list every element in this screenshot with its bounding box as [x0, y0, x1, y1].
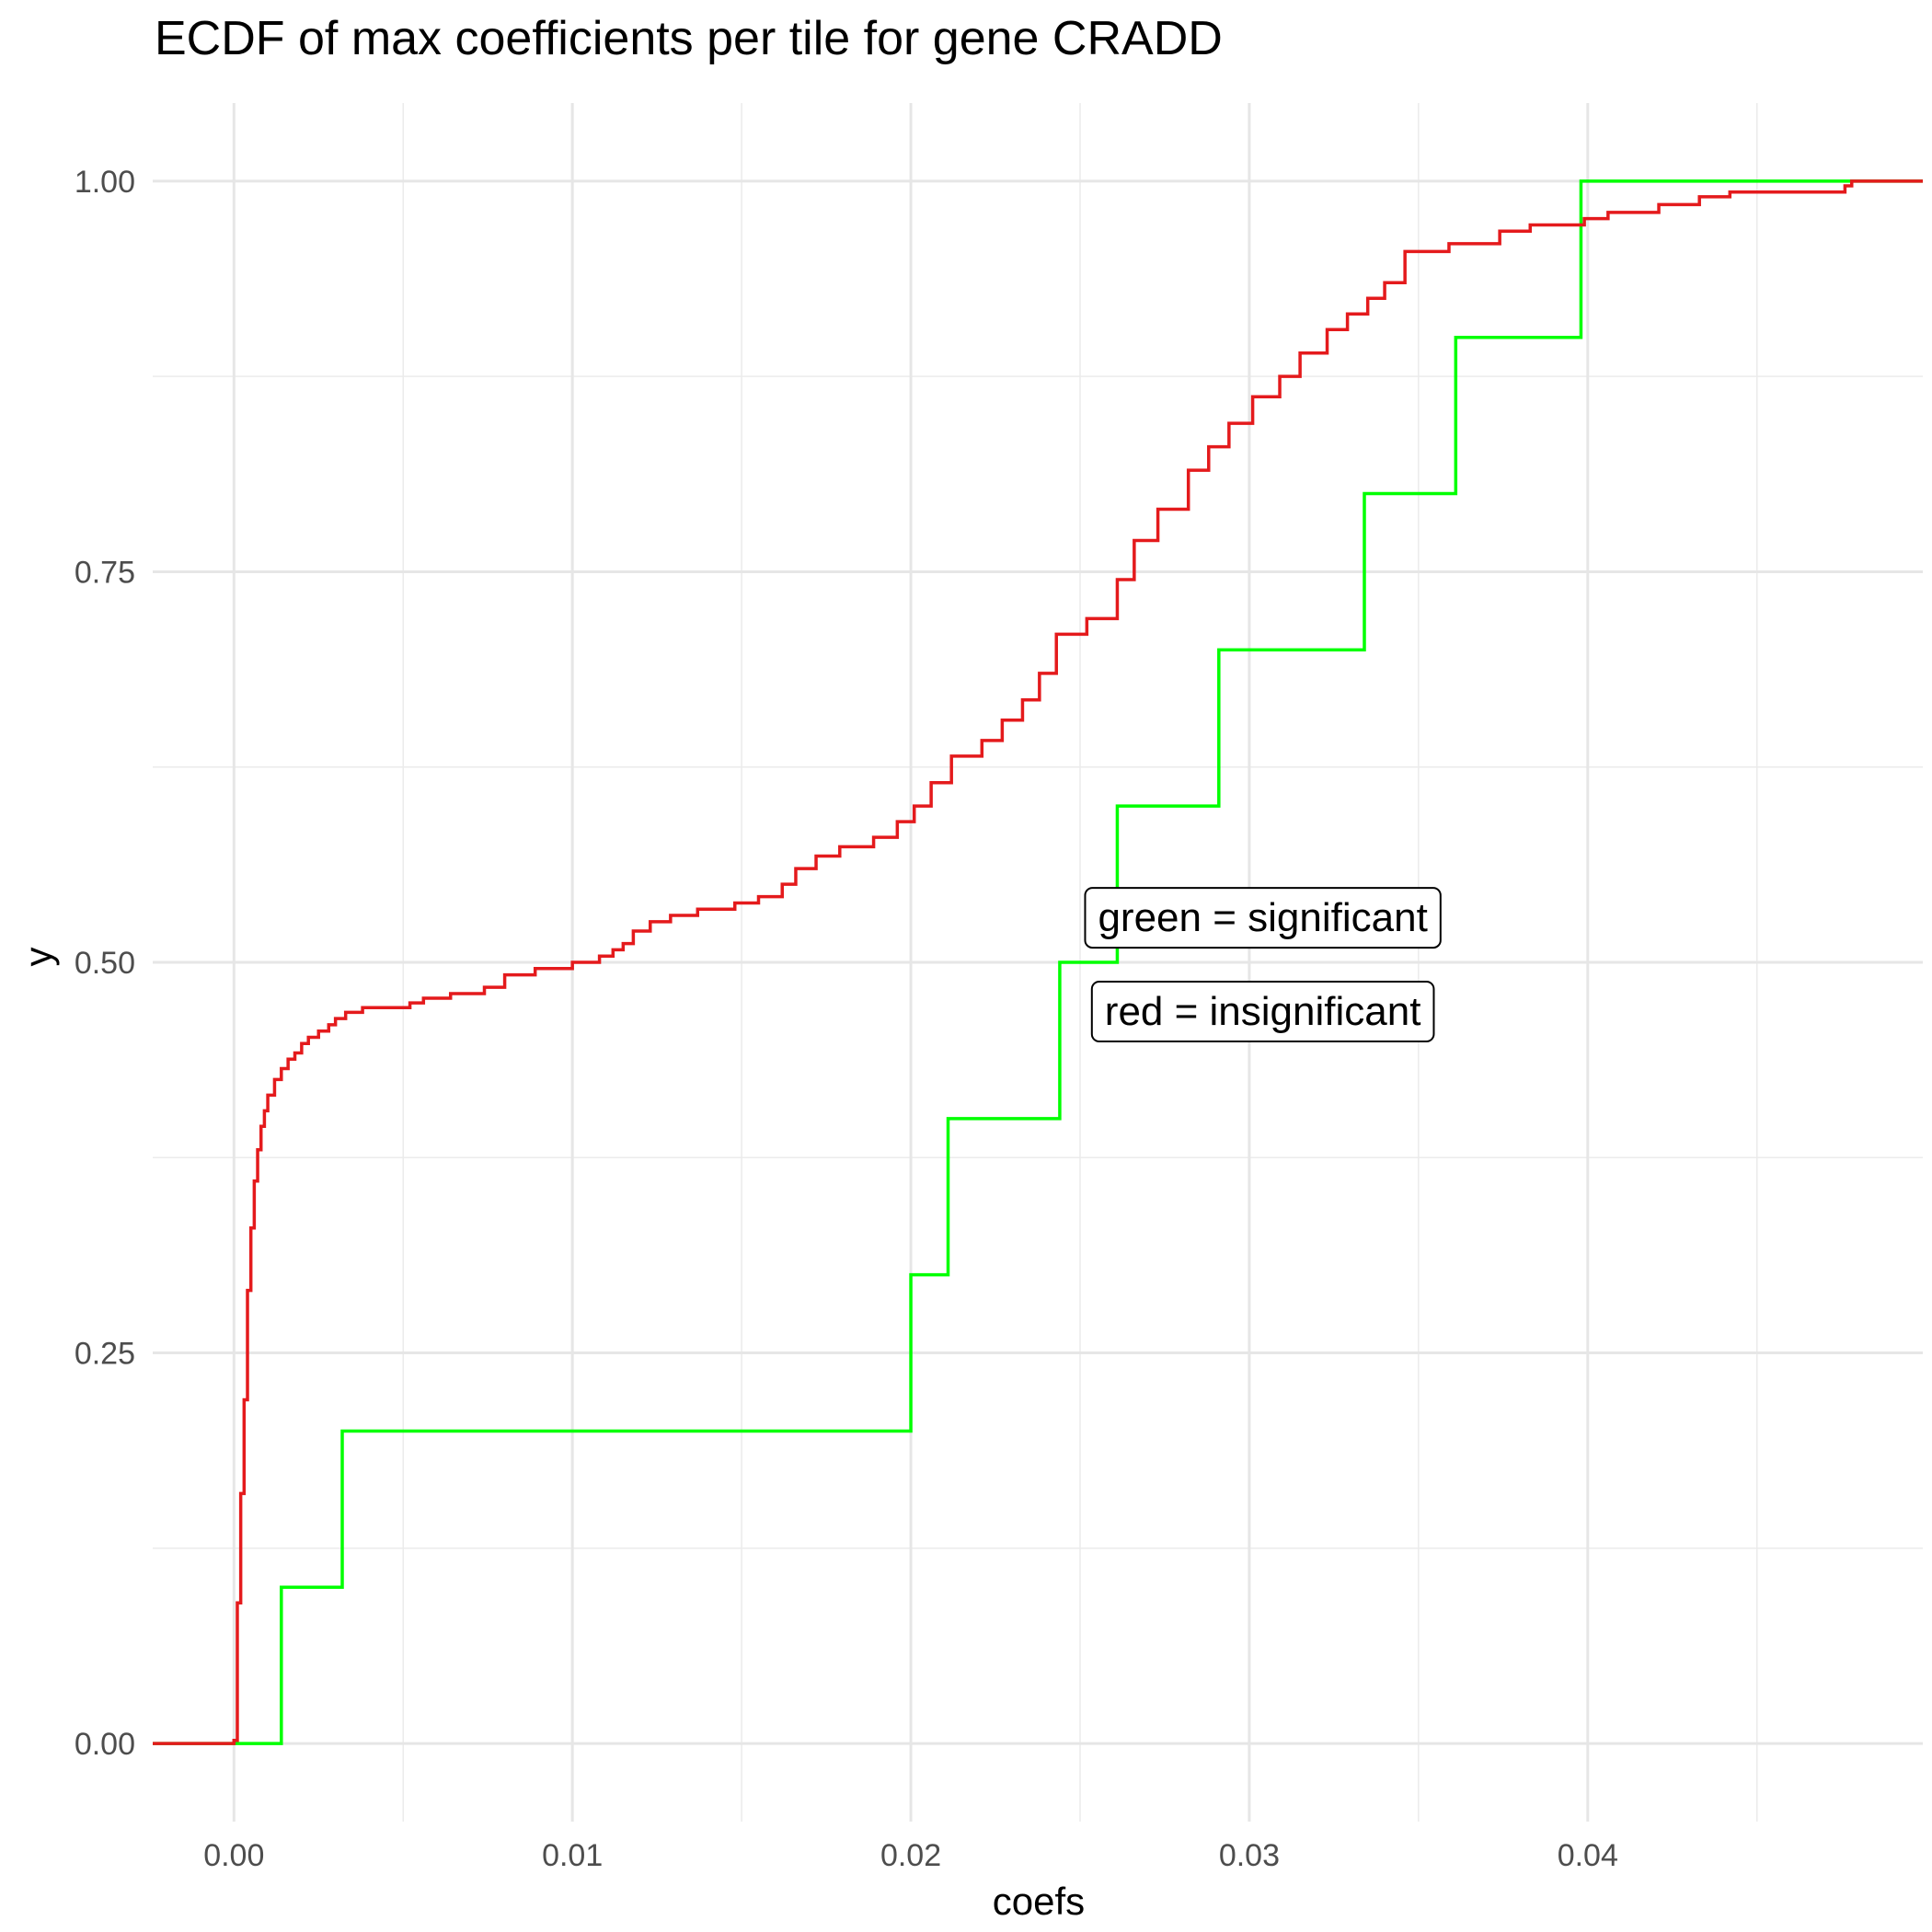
y-tick-label: 0.00: [75, 1727, 135, 1762]
annotation-text: green = significant: [1098, 895, 1427, 940]
annotations: green = significant red = insignificant: [1085, 888, 1440, 1041]
x-axis-title: coefs: [993, 1880, 1085, 1923]
y-tick-label: 0.50: [75, 946, 135, 981]
x-tick-label: 0.04: [1558, 1838, 1618, 1873]
y-tick-label: 0.75: [75, 555, 135, 590]
annotation-label: green = significant: [1085, 888, 1440, 948]
annotation-label: red = insignificant: [1092, 982, 1434, 1041]
x-tick-label: 0.01: [542, 1838, 603, 1873]
y-tick-label: 0.25: [75, 1337, 135, 1372]
y-axis-ticks: 0.00 0.25 0.50 0.75 1.00: [75, 165, 135, 1762]
x-tick-label: 0.02: [880, 1838, 941, 1873]
grid-major: [153, 103, 1923, 1822]
x-tick-label: 0.03: [1219, 1838, 1280, 1873]
y-axis-title: y: [17, 948, 60, 967]
y-tick-label: 1.00: [75, 165, 135, 200]
x-axis-ticks: 0.00 0.01 0.02 0.03 0.04: [203, 1838, 1618, 1873]
x-tick-label: 0.00: [203, 1838, 264, 1873]
annotation-text: red = insignificant: [1105, 989, 1421, 1034]
